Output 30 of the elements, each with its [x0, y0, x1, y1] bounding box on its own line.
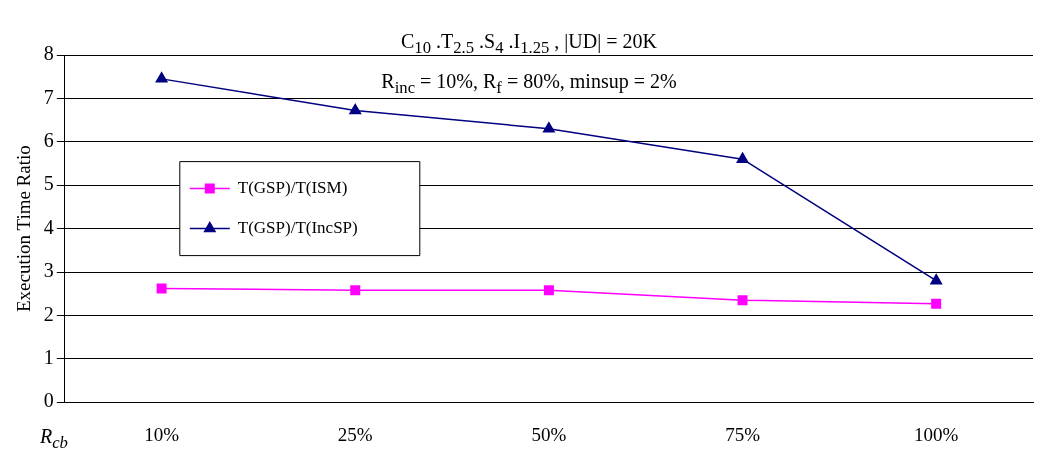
x-tick-label: 50%: [531, 423, 567, 445]
point: [156, 283, 167, 294]
point: [930, 273, 943, 285]
y-tick-label: 5: [43, 172, 54, 195]
y-tick-label: 6: [43, 129, 54, 152]
y-tick-label: 1: [43, 346, 54, 369]
legend-label: T(GSP)/T(ISM): [237, 178, 348, 198]
point: [543, 285, 554, 296]
y-tick-label: 2: [43, 302, 54, 325]
y-axis-title: Execution Time Ratio: [13, 145, 35, 312]
point: [736, 152, 749, 163]
x-axis-title: R$_{cb}$: [40, 425, 68, 453]
x-tick-label: 75%: [725, 423, 761, 445]
text: R$_{inc}$ = 10%, R$_{f}$ = 80%, minsup = 2%: [381, 70, 677, 97]
y-tick-label: 8: [43, 42, 54, 65]
y-tick-label: 7: [43, 85, 54, 108]
x-tick-label: 10%: [144, 423, 180, 445]
y-tick-label: 4: [43, 215, 54, 238]
legend-label: T(GSP)/T(IncSP): [237, 218, 358, 238]
point: [542, 122, 555, 133]
point: [737, 295, 748, 306]
point: [350, 285, 361, 296]
y-tick-label: 3: [43, 259, 54, 282]
x-tick-label: 100%: [914, 423, 959, 445]
point: [349, 103, 362, 115]
point: [155, 72, 168, 83]
point: [931, 298, 942, 309]
chart-title: C$_{10}$ .T$_{2.5}$ .S$_{4}$ .I$_{1.25}$ , |UD| = 20K: [401, 30, 657, 57]
x-tick-label: 25%: [337, 423, 373, 445]
y-tick-label: 0: [43, 389, 54, 412]
